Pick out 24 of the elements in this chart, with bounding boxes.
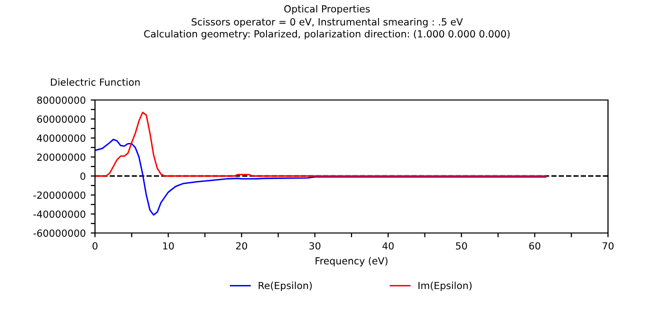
legend-label: Im(Epsilon) <box>418 282 472 292</box>
x-tick-label: 30 <box>309 242 320 250</box>
y-tick-label: 20000000 <box>37 153 86 161</box>
x-tick-label: 60 <box>529 242 540 250</box>
legend-label: Re(Epsilon) <box>258 282 312 292</box>
y-tick-label: 40000000 <box>36 134 86 142</box>
y-axis-title: Dielectric Function <box>50 78 140 86</box>
x-tick-label: 40 <box>382 242 394 250</box>
y-tick-label: 0 <box>80 172 86 180</box>
y-tick-label: -20000000 <box>33 191 86 199</box>
y-tick-label: 80000000 <box>37 96 86 104</box>
x-axis-title: Frequency (eV) <box>316 257 388 266</box>
line-series <box>95 112 546 177</box>
x-tick-label: 50 <box>456 242 467 250</box>
y-tick-label: -60000000 <box>33 229 86 237</box>
chart-title: Optical Properties <box>284 5 370 14</box>
chart-subtitle: Scissors operator = 0 eV, Instrumental smearing : .5 eV Calculation geometry: Polarized, polarization direction: (1.000 0.000 0.000) <box>144 18 510 40</box>
y-tick-label: 60000000 <box>37 115 86 123</box>
x-tick-label: 20 <box>236 242 248 250</box>
x-tick-label: 70 <box>602 242 614 250</box>
y-tick-label: -40000000 <box>33 210 86 218</box>
line-series <box>95 138 546 216</box>
x-tick-label: 0 <box>92 242 98 250</box>
x-tick-label: 10 <box>163 242 174 250</box>
